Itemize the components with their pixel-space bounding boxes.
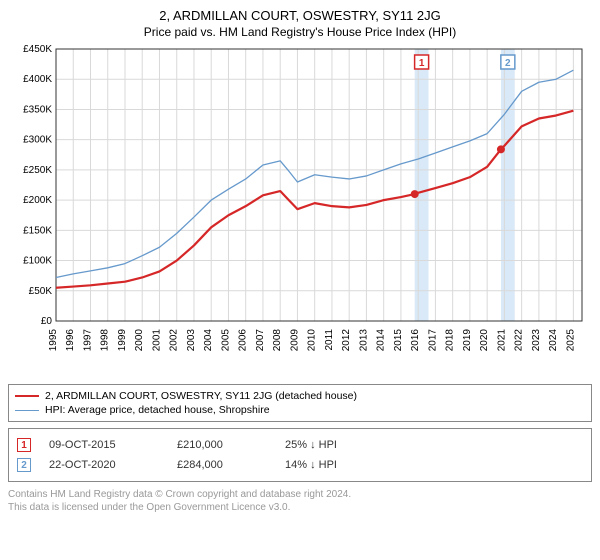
legend-box: 2, ARDMILLAN COURT, OSWESTRY, SY11 2JG (… <box>8 384 592 422</box>
svg-text:£100K: £100K <box>23 256 52 267</box>
svg-text:2001: 2001 <box>151 329 162 352</box>
legend-row: HPI: Average price, detached house, Shro… <box>15 403 585 417</box>
svg-text:2025: 2025 <box>565 329 576 352</box>
svg-text:£150K: £150K <box>23 225 52 236</box>
svg-text:£300K: £300K <box>23 135 52 146</box>
svg-text:2008: 2008 <box>272 329 283 352</box>
table-row: 1 09-OCT-2015 £210,000 25% ↓ HPI <box>17 435 583 455</box>
footer-credits: Contains HM Land Registry data © Crown c… <box>8 488 592 514</box>
svg-text:£50K: £50K <box>29 286 53 297</box>
price-line-chart: £0 £50K £100K £150K £200K £250K £300K £350K £400… <box>8 43 588 373</box>
chart-title-address: 2, ARDMILLAN COURT, OSWESTRY, SY11 2JG <box>8 8 592 23</box>
svg-text:1997: 1997 <box>82 329 93 352</box>
svg-text:2013: 2013 <box>358 329 369 352</box>
svg-text:2009: 2009 <box>289 329 300 352</box>
svg-text:£200K: £200K <box>23 195 52 206</box>
transaction-diff: 14% ↓ HPI <box>285 459 385 471</box>
svg-text:2000: 2000 <box>134 329 145 352</box>
svg-text:1995: 1995 <box>48 329 59 352</box>
chart-title-subtitle: Price paid vs. HM Land Registry's House … <box>8 25 592 39</box>
footer-line: Contains HM Land Registry data © Crown c… <box>8 488 592 501</box>
svg-text:£350K: £350K <box>23 104 52 115</box>
transaction-diff: 25% ↓ HPI <box>285 439 385 451</box>
svg-text:£450K: £450K <box>23 44 52 55</box>
svg-text:2023: 2023 <box>531 329 542 352</box>
legend-swatch-icon <box>15 410 39 411</box>
svg-text:2017: 2017 <box>427 329 438 352</box>
svg-text:2002: 2002 <box>169 329 180 352</box>
svg-text:2005: 2005 <box>220 329 231 352</box>
svg-text:1: 1 <box>419 58 425 69</box>
svg-text:2: 2 <box>505 58 511 69</box>
transaction-marker-icon: 2 <box>17 458 31 472</box>
svg-text:1999: 1999 <box>117 329 128 352</box>
chart-container: £0 £50K £100K £150K £200K £250K £300K £350K £400… <box>8 43 592 378</box>
svg-text:2003: 2003 <box>186 329 197 352</box>
svg-text:2007: 2007 <box>255 329 266 352</box>
transaction-price: £284,000 <box>177 459 267 471</box>
svg-text:£250K: £250K <box>23 165 52 176</box>
svg-text:1998: 1998 <box>100 329 111 352</box>
svg-text:2011: 2011 <box>324 329 335 351</box>
transaction-price: £210,000 <box>177 439 267 451</box>
svg-text:2024: 2024 <box>548 329 559 352</box>
svg-text:2019: 2019 <box>462 329 473 352</box>
legend-swatch-icon <box>15 395 39 397</box>
transactions-table: 1 09-OCT-2015 £210,000 25% ↓ HPI 2 22-OC… <box>8 428 592 482</box>
svg-text:2020: 2020 <box>479 329 490 352</box>
chart-header: 2, ARDMILLAN COURT, OSWESTRY, SY11 2JG P… <box>8 8 592 39</box>
svg-text:£0: £0 <box>41 316 53 327</box>
svg-text:2015: 2015 <box>393 329 404 352</box>
svg-text:2018: 2018 <box>445 329 456 352</box>
svg-text:2022: 2022 <box>514 329 525 352</box>
svg-text:2016: 2016 <box>410 329 421 352</box>
svg-text:2010: 2010 <box>307 329 318 352</box>
svg-text:2006: 2006 <box>238 329 249 352</box>
svg-text:2004: 2004 <box>203 329 214 352</box>
footer-line: This data is licensed under the Open Gov… <box>8 501 592 514</box>
table-row: 2 22-OCT-2020 £284,000 14% ↓ HPI <box>17 455 583 475</box>
transaction-marker-icon: 1 <box>17 438 31 452</box>
transaction-date: 22-OCT-2020 <box>49 459 159 471</box>
legend-label: HPI: Average price, detached house, Shro… <box>45 404 270 416</box>
svg-text:2021: 2021 <box>496 329 507 352</box>
legend-label: 2, ARDMILLAN COURT, OSWESTRY, SY11 2JG (… <box>45 390 357 402</box>
svg-text:£400K: £400K <box>23 74 52 85</box>
svg-text:1996: 1996 <box>65 329 76 352</box>
transaction-date: 09-OCT-2015 <box>49 439 159 451</box>
legend-row: 2, ARDMILLAN COURT, OSWESTRY, SY11 2JG (… <box>15 389 585 403</box>
svg-text:2012: 2012 <box>341 329 352 352</box>
svg-text:2014: 2014 <box>376 329 387 352</box>
